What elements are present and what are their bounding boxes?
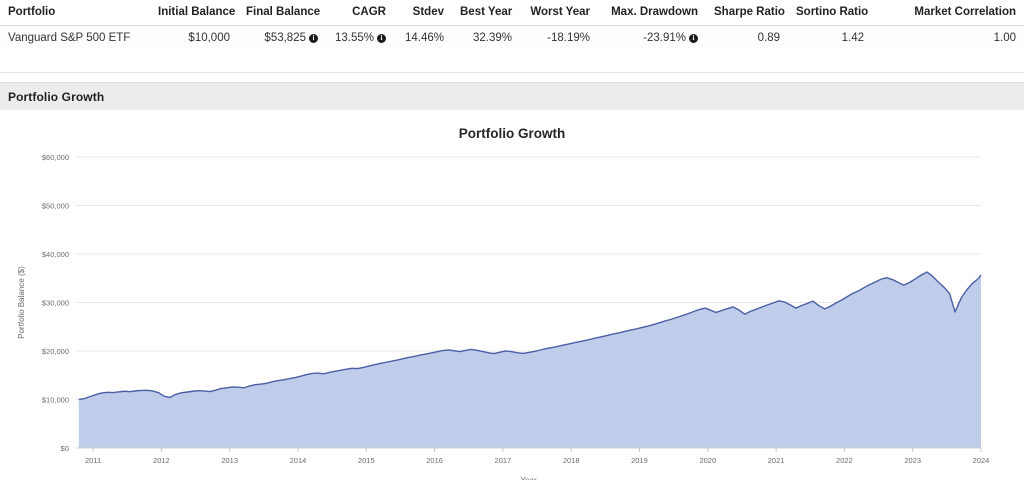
x-axis-tick-label: 2011 <box>85 456 101 465</box>
cell-final-balance-value: $53,825 <box>264 32 306 44</box>
column-header-stdev[interactable]: Stdev <box>394 0 452 26</box>
chart-line-series <box>78 271 982 401</box>
portfolio-summary-table: Portfolio Initial Balance Final Balance … <box>0 0 1024 52</box>
x-axis-tick-label: 2017 <box>495 456 512 465</box>
column-header-final-balance[interactable]: Final Balance <box>238 0 326 26</box>
cell-best-year: 32.39% <box>452 25 520 52</box>
y-axis-tick-label: $30,000 <box>42 299 69 308</box>
chart-area-fill <box>78 272 982 448</box>
cell-cagr-value: 13.55% <box>334 32 374 44</box>
chart-svg: $0 $10,000 $20,000 $30,000 $40,000 $50,000 $60… <box>17 153 990 480</box>
x-axis-tick-label: 2021 <box>768 456 785 465</box>
cell-portfolio-name: Vanguard S&P 500 ETF <box>0 25 150 52</box>
table-row: Vanguard S&P 500 ETF $10,000 $53,825 i 13… <box>0 25 1024 52</box>
cell-initial-balance: $10,000 <box>150 25 238 52</box>
x-axis-tick-label: 2012 <box>153 456 170 465</box>
portfolio-summary-table-container: Portfolio Initial Balance Final Balance … <box>0 0 1024 52</box>
column-header-sharpe-ratio[interactable]: Sharpe Ratio <box>706 0 788 26</box>
column-header-portfolio[interactable]: Portfolio <box>0 0 150 26</box>
x-axis-label: Year <box>520 476 537 480</box>
table-chart-separator <box>0 50 1024 80</box>
cell-worst-year: -18.19% <box>520 25 598 52</box>
x-axis-tick-label: 2016 <box>426 456 443 465</box>
x-axis-tick-label: 2024 <box>973 456 990 465</box>
info-icon-cagr[interactable]: i <box>377 34 386 43</box>
section-title: Portfolio Growth <box>8 90 105 104</box>
chart-title: Portfolio Growth <box>458 126 566 141</box>
x-axis-tick-label: 2022 <box>836 456 853 465</box>
portfolio-growth-section-header: Portfolio Growth <box>0 82 1024 112</box>
column-header-market-correlation[interactable]: Market Correlation <box>872 0 1024 26</box>
y-axis-tick-label: $20,000 <box>42 347 69 356</box>
column-header-initial-balance[interactable]: Initial Balance <box>150 0 238 26</box>
x-axis-tick-label: 2020 <box>699 456 716 465</box>
column-header-max-drawdown[interactable]: Max. Drawdown <box>598 0 706 26</box>
y-axis-tick-label: $60,000 <box>42 153 69 162</box>
x-axis-tick-label: 2014 <box>290 456 307 465</box>
y-axis-tick-label: $0 <box>61 444 69 453</box>
info-icon-final-balance[interactable]: i <box>309 34 318 43</box>
column-header-cagr[interactable]: CAGR <box>326 0 394 26</box>
cell-max-drawdown: -23.91% i <box>598 25 706 52</box>
cell-sortino-ratio: 1.42 <box>788 25 872 52</box>
cell-max-drawdown-value: -23.91% <box>643 32 686 44</box>
column-header-best-year[interactable]: Best Year <box>452 0 520 26</box>
cell-stdev: 14.46% <box>394 25 452 52</box>
cell-cagr: 13.55% i <box>326 25 394 52</box>
info-icon-max-drawdown[interactable]: i <box>689 34 698 43</box>
x-axis-tick-label: 2019 <box>631 456 648 465</box>
cell-market-correlation: 1.00 <box>872 25 1024 52</box>
portfolio-growth-chart: Portfolio Growth $0 $10,000 $20,000 $30,000… <box>0 110 1024 480</box>
table-header-row: Portfolio Initial Balance Final Balance … <box>0 0 1024 26</box>
column-header-worst-year[interactable]: Worst Year <box>520 0 598 26</box>
x-axis-tick-label: 2018 <box>563 456 580 465</box>
y-axis-label: Portfolio Balance ($) <box>17 266 26 339</box>
x-axis-tick-label: 2023 <box>904 456 921 465</box>
horizontal-rule <box>0 72 1024 73</box>
y-axis-tick-label: $40,000 <box>42 250 69 259</box>
x-axis-tick-label: 2015 <box>358 456 375 465</box>
y-axis-tick-label: $10,000 <box>42 396 69 405</box>
x-axis-tick-label: 2013 <box>221 456 238 465</box>
cell-final-balance: $53,825 i <box>238 25 326 52</box>
y-axis-tick-label: $50,000 <box>42 202 69 211</box>
column-header-sortino-ratio[interactable]: Sortino Ratio <box>788 0 872 26</box>
cell-sharpe-ratio: 0.89 <box>706 25 788 52</box>
